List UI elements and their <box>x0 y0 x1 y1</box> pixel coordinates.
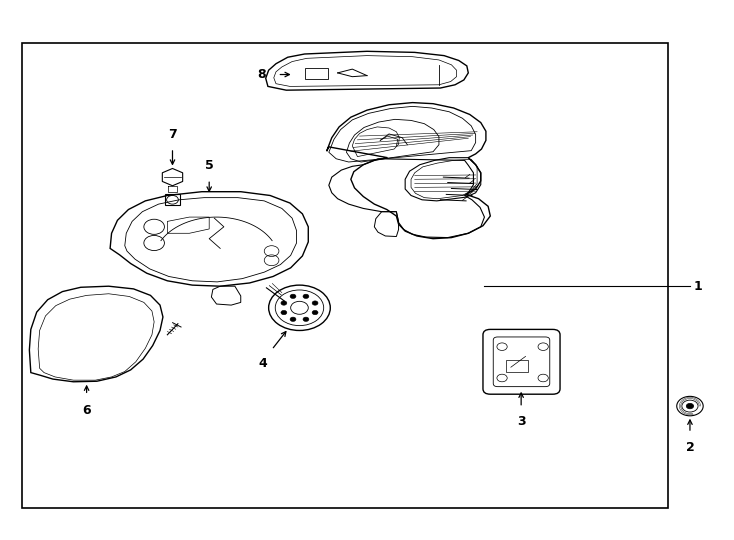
Circle shape <box>312 301 318 305</box>
Circle shape <box>312 310 318 315</box>
Circle shape <box>290 317 296 321</box>
Bar <box>506 360 528 372</box>
Bar <box>305 68 328 79</box>
Text: 3: 3 <box>517 415 526 428</box>
Circle shape <box>686 403 694 409</box>
Circle shape <box>303 317 309 321</box>
Text: 7: 7 <box>168 129 177 141</box>
Text: 5: 5 <box>205 159 214 172</box>
Text: 2: 2 <box>686 441 694 454</box>
Circle shape <box>281 301 287 305</box>
Text: 6: 6 <box>82 404 91 417</box>
Text: 1: 1 <box>694 280 702 293</box>
Circle shape <box>303 294 309 299</box>
Circle shape <box>281 310 287 315</box>
Bar <box>22 43 668 508</box>
Text: 8: 8 <box>257 68 266 81</box>
Circle shape <box>290 294 296 299</box>
Text: 4: 4 <box>258 357 267 370</box>
